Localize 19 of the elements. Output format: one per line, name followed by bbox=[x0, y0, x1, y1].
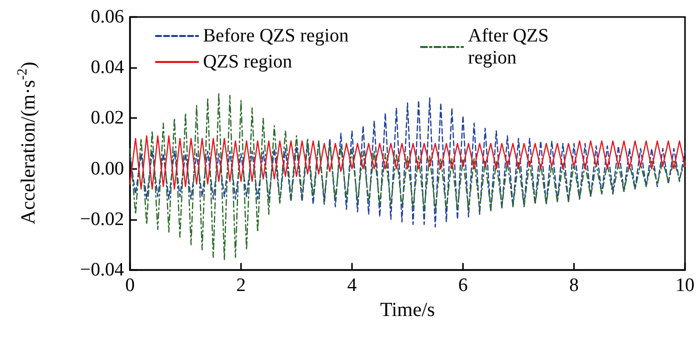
x-tick-label: 4 bbox=[347, 275, 358, 296]
x-tick-label: 8 bbox=[569, 275, 579, 296]
line-series bbox=[129, 92, 686, 260]
legend-label: QZS region bbox=[203, 52, 293, 72]
y-tick-label: 0.02 bbox=[90, 108, 124, 129]
y-tick-label: 0.04 bbox=[90, 57, 124, 78]
x-axis-title: Time/s bbox=[380, 298, 436, 321]
legend-label: After QZS region bbox=[468, 26, 554, 68]
y-tick-label: 0.06 bbox=[90, 6, 124, 28]
x-tick-label: 10 bbox=[676, 275, 694, 296]
line-series bbox=[129, 135, 686, 190]
legend-label: Before QZS region bbox=[203, 26, 350, 46]
x-tick-label: 2 bbox=[236, 275, 246, 296]
y-tick-label: −0.04 bbox=[80, 260, 124, 280]
line-series bbox=[129, 97, 686, 228]
x-tick-label: 0 bbox=[125, 275, 135, 296]
y-tick-label: −0.02 bbox=[80, 208, 124, 230]
x-tick-label: 6 bbox=[458, 275, 468, 296]
y-tick-label: 0.00 bbox=[90, 158, 124, 180]
